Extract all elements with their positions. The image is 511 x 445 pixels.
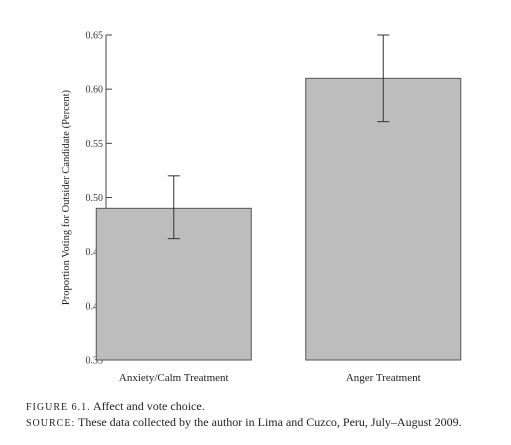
bar-2: [305, 77, 462, 361]
category-label-2: Anger Treatment: [346, 372, 421, 384]
y-tick-label: 0.50: [86, 193, 104, 204]
source-label: SOURCE:: [26, 418, 76, 429]
figure-title: Affect and vote choice.: [92, 399, 205, 413]
figure-caption: FIGURE 6.1. Affect and vote choice. SOUR…: [26, 399, 462, 431]
y-tick-label: 0.65: [86, 31, 104, 42]
bar-chart: 0.35 0.40 0.45 0.50 0.55 0.60 0.65 Anxiety/Cal…: [61, 31, 462, 384]
y-tick-label: 0.60: [86, 85, 104, 96]
y-tick-label: 0.45: [86, 247, 104, 258]
source-text: These data collected by the author in Li…: [78, 415, 462, 429]
y-tick-label: 0.40: [86, 301, 104, 312]
y-tick-label: 0.55: [86, 139, 104, 150]
y-axis-label: Proportion Voting for Outsider Candidate…: [61, 89, 72, 305]
category-label-1: Anxiety/Calm Treatment: [119, 372, 229, 384]
y-tick-label: 0.35: [86, 356, 104, 367]
figure-title-line: FIGURE 6.1. Affect and vote choice.: [26, 399, 462, 415]
figure-label: FIGURE 6.1.: [26, 402, 91, 413]
source-line: SOURCE: These data collected by the auth…: [26, 415, 462, 431]
